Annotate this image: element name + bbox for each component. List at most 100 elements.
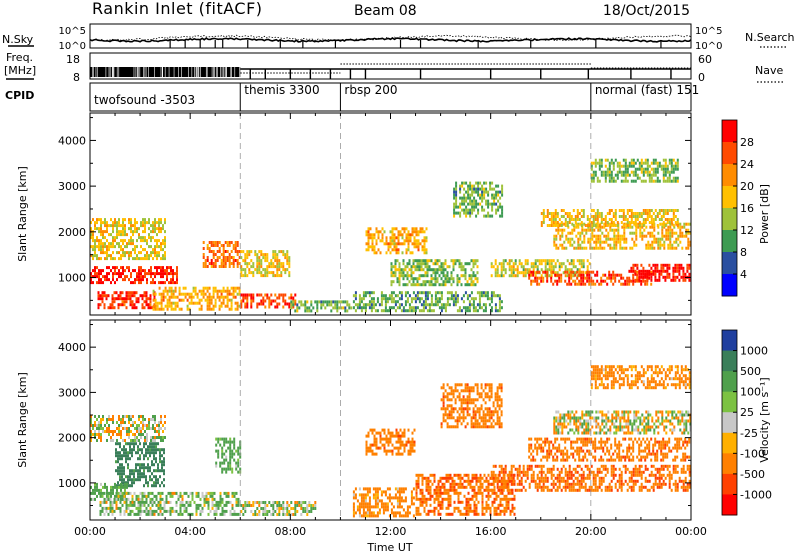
data-cell	[127, 503, 130, 507]
data-cell	[444, 280, 447, 284]
data-cell	[486, 294, 489, 298]
data-cell	[624, 167, 627, 171]
data-cell	[478, 291, 481, 295]
data-cell	[230, 298, 233, 302]
data-cell	[640, 179, 643, 183]
data-cell	[111, 512, 114, 516]
data-cell	[389, 242, 392, 246]
data-cell	[146, 427, 148, 430]
data-cell	[127, 451, 129, 455]
data-cell	[483, 193, 486, 197]
data-cell	[548, 212, 551, 215]
data-cell	[608, 167, 611, 171]
data-cell	[92, 433, 94, 436]
data-cell	[534, 276, 537, 280]
data-cell	[382, 508, 385, 512]
data-cell	[663, 234, 666, 238]
data-cell	[226, 298, 229, 302]
data-cell	[516, 268, 519, 272]
data-cell	[156, 227, 158, 231]
data-cell	[420, 259, 423, 263]
data-cell	[422, 283, 425, 287]
data-cell	[686, 266, 689, 270]
data-cell	[209, 509, 212, 513]
data-cell	[442, 271, 445, 275]
data-cell	[104, 424, 106, 427]
data-cell	[395, 428, 398, 432]
data-cell	[406, 262, 409, 266]
data-cell	[670, 179, 673, 183]
data-cell	[677, 237, 680, 241]
data-cell	[159, 484, 161, 488]
data-cell	[481, 187, 484, 191]
data-cell	[114, 485, 116, 489]
data-cell	[422, 280, 425, 284]
data-cell	[216, 259, 219, 262]
data-cell	[416, 297, 419, 301]
data-cell	[266, 265, 269, 269]
data-cell	[112, 272, 114, 276]
data-cell	[410, 274, 413, 278]
data-cell	[217, 437, 220, 441]
data-cell	[600, 215, 603, 218]
data-cell	[132, 415, 134, 418]
data-cell	[657, 240, 660, 244]
data-cell	[368, 487, 371, 491]
data-cell	[214, 301, 217, 305]
data-cell	[619, 243, 622, 247]
data-cell	[90, 278, 92, 282]
data-cell	[664, 212, 667, 215]
data-cell	[244, 302, 247, 306]
data-cell	[176, 295, 179, 299]
data-cell	[128, 430, 130, 433]
data-cell	[148, 233, 150, 237]
data-cell	[639, 225, 642, 229]
data-cell	[649, 246, 652, 250]
data-cell	[366, 493, 369, 497]
data-cell	[496, 274, 499, 278]
data-cell	[584, 271, 587, 275]
data-cell	[394, 514, 397, 518]
data-cell	[203, 500, 206, 504]
data-cell	[402, 262, 405, 266]
data-cell	[590, 164, 593, 168]
data-cell	[130, 439, 132, 442]
data-cell	[637, 222, 640, 226]
data-cell	[224, 289, 227, 293]
data-cell	[366, 511, 369, 515]
data-cell	[220, 253, 223, 256]
data-cell	[592, 173, 595, 177]
data-cell	[115, 297, 118, 301]
data-cell	[164, 236, 166, 240]
data-cell	[453, 193, 456, 197]
data-cell	[225, 491, 228, 495]
data-cell	[417, 509, 420, 513]
data-cell	[90, 221, 92, 225]
data-cell	[99, 494, 102, 498]
data-cell	[90, 281, 92, 285]
data-cell	[105, 297, 108, 301]
data-cell	[672, 167, 675, 171]
data-cell	[308, 510, 311, 513]
data-cell	[422, 291, 425, 295]
data-cell	[685, 234, 688, 238]
data-cell	[114, 272, 116, 276]
data-cell	[310, 309, 313, 313]
data-cell	[116, 427, 118, 430]
data-cell	[411, 230, 414, 234]
data-cell	[226, 301, 229, 305]
data-cell	[105, 500, 108, 504]
data-cell	[122, 418, 124, 421]
data-cell	[433, 506, 436, 510]
data-cell	[118, 485, 120, 489]
data-cell	[110, 418, 112, 421]
data-cell	[617, 228, 620, 232]
data-cell	[622, 164, 625, 168]
data-cell	[127, 297, 130, 301]
data-cell	[442, 262, 445, 266]
data-cell	[646, 269, 649, 273]
data-cell	[201, 506, 204, 510]
data-cell	[602, 273, 605, 277]
data-cell	[560, 279, 563, 283]
data-cell	[354, 496, 357, 500]
